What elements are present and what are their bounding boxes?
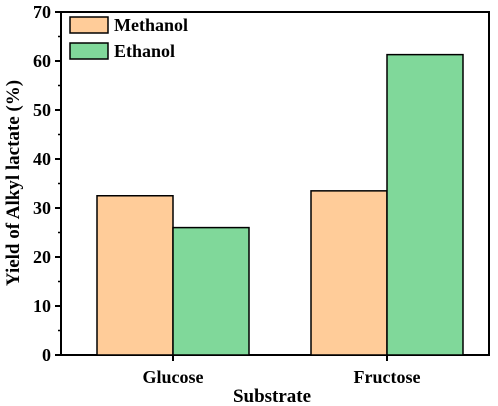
y-tick-label: 0 xyxy=(42,345,51,365)
y-tick-label: 20 xyxy=(33,247,51,267)
y-tick-label: 70 xyxy=(33,2,51,22)
bar-methanol-glucose xyxy=(96,195,174,356)
x-tick-label: Fructose xyxy=(354,367,421,387)
legend-label-methanol: Methanol xyxy=(114,15,188,35)
y-tick-label: 40 xyxy=(33,149,51,169)
bars-group xyxy=(96,53,464,356)
legend: Methanol Ethanol xyxy=(69,15,188,61)
bar-ethanol-glucose xyxy=(172,226,250,356)
legend-label-ethanol: Ethanol xyxy=(114,41,175,61)
x-tick-label: Glucose xyxy=(143,367,204,387)
y-axis-ticks: 0 10 20 30 40 50 60 70 xyxy=(33,2,61,365)
y-tick-label: 30 xyxy=(33,198,51,218)
y-tick-label: 50 xyxy=(33,100,51,120)
x-axis-ticks: Glucose Fructose xyxy=(143,355,421,387)
bar-ethanol-fructose xyxy=(386,53,464,356)
legend-swatch-methanol xyxy=(69,16,109,34)
bar-methanol-fructose xyxy=(310,190,388,356)
y-axis-label: Yield of Alkyl lactate (%) xyxy=(3,80,24,286)
x-axis-label: Substrate xyxy=(233,386,311,406)
y-tick-label: 60 xyxy=(33,51,51,71)
legend-swatch-ethanol xyxy=(69,42,109,60)
y-tick-label: 10 xyxy=(33,296,51,316)
